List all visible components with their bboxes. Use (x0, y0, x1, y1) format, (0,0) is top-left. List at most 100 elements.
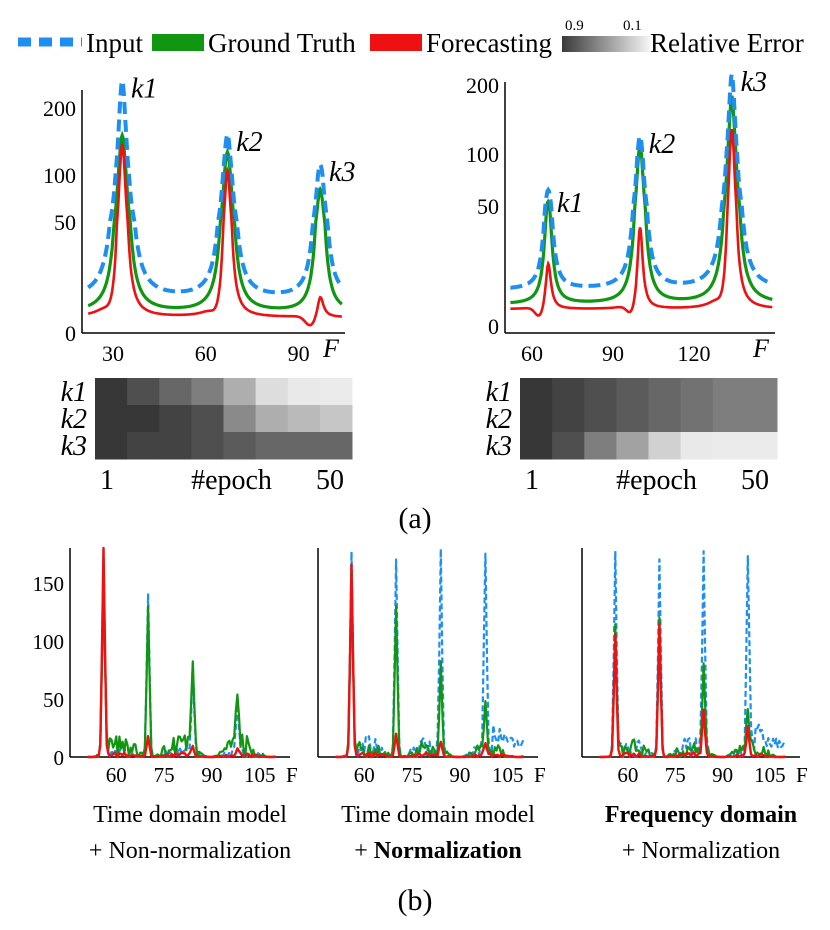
x-tick-label: 75 (665, 763, 686, 787)
input-line (599, 550, 787, 759)
x-axis-label: F (534, 763, 546, 787)
heatmap-cell (319, 378, 353, 406)
input-line (86, 80, 344, 295)
heatmap-cell (223, 378, 257, 406)
y-tick-label: 0 (54, 746, 65, 770)
heatmap-cell (127, 378, 160, 406)
heatmap-cell (191, 405, 224, 433)
panel-label-a: (a) (398, 502, 431, 535)
caption-span: Time domain model (341, 802, 535, 828)
heatmap-cell (520, 378, 553, 406)
heatmap-cell (648, 378, 682, 406)
heatmap-cell (223, 405, 257, 433)
legend-forecasting-label: Forecasting (426, 28, 552, 58)
peak-annotation-k3: k3 (329, 157, 355, 188)
chart-b-1: 0 50 100 150 60 75 90 105 F Time domain model + No… (33, 546, 298, 864)
forecasting-line (87, 546, 276, 759)
x-tick-label: 75 (154, 763, 175, 787)
legend-input-label: Input (86, 28, 143, 58)
caption-line: Time domain model (341, 802, 535, 828)
heatmap-cell (319, 432, 353, 460)
caption-span: + Normalization (622, 838, 780, 864)
y-tick-label: 100 (466, 142, 499, 167)
x-axis-label: F (796, 763, 808, 787)
heatmap-cell (616, 432, 649, 460)
caption-line: Time domain model (93, 802, 287, 828)
heatmap-cell (255, 378, 289, 406)
x-tick-label: 60 (195, 341, 217, 366)
heatmap-row-label-k3: k3 (486, 431, 512, 462)
legend: Input Ground Truth Forecasting 0.9 0.1 R… (18, 18, 804, 58)
x-tick-label: 105 (244, 763, 276, 787)
x-tick-label: 105 (492, 763, 524, 787)
heatmap-cell (744, 432, 778, 460)
heatmap-cell (191, 378, 224, 406)
heatmap-row-label-k1: k1 (486, 377, 512, 408)
heatmap-cell (648, 432, 682, 460)
heatmap-cell (552, 378, 585, 406)
heatmap-cell (648, 405, 682, 433)
heatmap-x-start-label: 1 (525, 465, 539, 496)
peak-annotation-k3: k3 (741, 67, 767, 98)
x-tick-label: 60 (521, 341, 543, 366)
relative-error-colorbar (562, 36, 650, 52)
heatmap-row-label-k2: k2 (61, 404, 87, 435)
heatmap-cell (616, 378, 649, 406)
heatmap-cell (159, 432, 192, 460)
peak-annotation-k1: k1 (557, 188, 583, 219)
caption-span: + Non-normalization (89, 838, 291, 864)
forecasting-line (335, 563, 524, 759)
y-tick-label: 50 (477, 194, 499, 219)
heatmap-cell (744, 378, 778, 406)
y-tick-label: 200 (43, 96, 76, 121)
heatmap-cell (552, 432, 585, 460)
heatmap-row-label-k2: k2 (486, 404, 512, 435)
y-tick-label: 100 (43, 163, 76, 188)
heatmap-cell (191, 432, 224, 460)
heatmap-cell (255, 405, 289, 433)
heatmap-cell (680, 405, 714, 433)
caption-span: Time domain model (93, 802, 287, 828)
heatmap-cell (127, 405, 160, 433)
x-tick-label: 30 (102, 341, 124, 366)
colorbar-right-tick: 0.1 (623, 18, 642, 34)
x-tick-label: 75 (402, 763, 423, 787)
input-line (510, 73, 773, 290)
heatmap-cell (287, 378, 321, 406)
heatmap-x-start-label: 1 (100, 465, 114, 496)
caption-span: Normalization (374, 838, 522, 864)
x-axis-label: F (286, 763, 298, 787)
heatmap-x-end-label: 50 (741, 465, 769, 496)
input-line (87, 548, 276, 759)
ground-truth-line (87, 576, 276, 759)
caption-line: + Normalization (354, 838, 522, 864)
chart-a-right: 0 50 100 200 60 90 120 F k1 k2 k3 (466, 67, 775, 366)
colorbar-label: Relative Error (650, 28, 804, 58)
chart-a-left: 0 50 100 200 30 60 90 F k1 k2 k3 (43, 73, 355, 366)
ground-truth-line (87, 130, 343, 310)
heatmap-cell (159, 405, 192, 433)
heatmap-cell (712, 378, 746, 406)
caption-line: + Normalization (622, 838, 780, 864)
heatmap-cell (319, 405, 353, 433)
y-tick-label: 200 (466, 73, 499, 98)
x-tick-label: 105 (754, 763, 786, 787)
heatmap-cell (584, 378, 617, 406)
heatmap-row-label-k3: k3 (61, 431, 87, 462)
heatmap-cell (712, 405, 746, 433)
heatmap-cell (744, 405, 778, 433)
y-tick-label: 0 (65, 321, 76, 346)
x-tick-label: 90 (712, 763, 733, 787)
caption-line: + Non-normalization (89, 838, 291, 864)
ground-truth-line (335, 565, 524, 759)
legend-forecasting-swatch (370, 34, 422, 51)
x-tick-label: 90 (201, 763, 222, 787)
y-tick-label: 0 (488, 314, 499, 339)
caption-line: Frequency domain (605, 802, 797, 828)
x-tick-label: 90 (449, 763, 470, 787)
x-tick-label: 90 (288, 341, 310, 366)
x-tick-label: 60 (106, 763, 127, 787)
heatmap-cell (287, 432, 321, 460)
heatmap-x-end-label: 50 (316, 465, 344, 496)
